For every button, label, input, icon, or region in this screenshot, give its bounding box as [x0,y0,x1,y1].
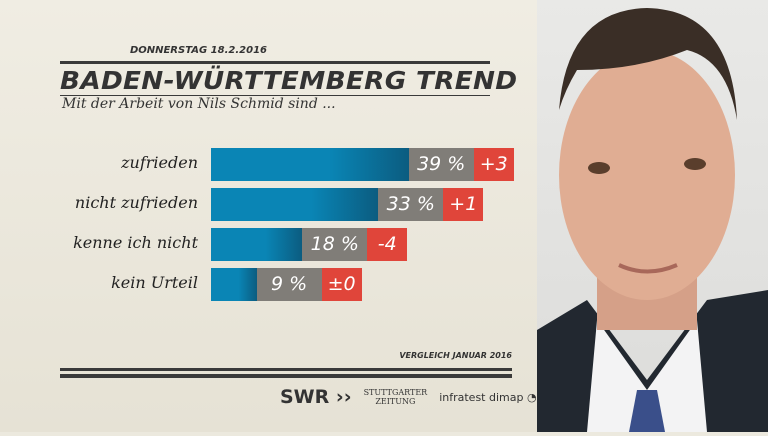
divider [60,95,490,96]
divider [60,374,512,378]
value-label: 39 % [408,148,474,181]
category-label: zufrieden [121,153,198,172]
bar [211,148,409,181]
stuttgarter-zeitung-logo: STUTTGARTER ZEITUNG [363,388,428,406]
bar [211,228,303,261]
chart-title: BADEN-WÜRTTEMBERG TREND [60,66,518,95]
bar-row: kenne ich nicht 18 % -4 [0,228,537,261]
value-label: 33 % [378,188,444,221]
bar [211,188,379,221]
bar-row: nicht zufrieden 33 % +1 [0,188,537,221]
value-label: 18 % [302,228,368,261]
comparison-note: VERGLEICH JANUAR 2016 [399,351,512,360]
divider [60,368,512,371]
category-label: kein Urteil [111,273,198,292]
change-label: ±0 [321,268,362,301]
change-label: -4 [367,228,408,261]
bar-row: kein Urteil 9 % ±0 [0,268,537,301]
infratest-dimap-logo: infratest dimap ◔ [439,390,537,404]
change-label: +3 [473,148,514,181]
swr-logo: SWR ›› [280,386,352,408]
bar-row: zufrieden 39 % +3 [0,148,537,181]
date: DONNERSTAG 18.2.2016 [129,45,267,56]
value-label: 9 % [256,268,322,301]
change-label: +1 [443,188,484,221]
chart-subtitle: Mit der Arbeit von Nils Schmid sind ... [62,96,336,112]
category-label: nicht zufrieden [74,193,198,212]
bar [211,268,257,301]
graphic-panel: DONNERSTAG 18.2.2016 BADEN-WÜRTTEMBERG T… [0,0,537,432]
divider [60,61,490,64]
portrait-photo [537,0,768,432]
category-label: kenne ich nicht [73,233,198,252]
